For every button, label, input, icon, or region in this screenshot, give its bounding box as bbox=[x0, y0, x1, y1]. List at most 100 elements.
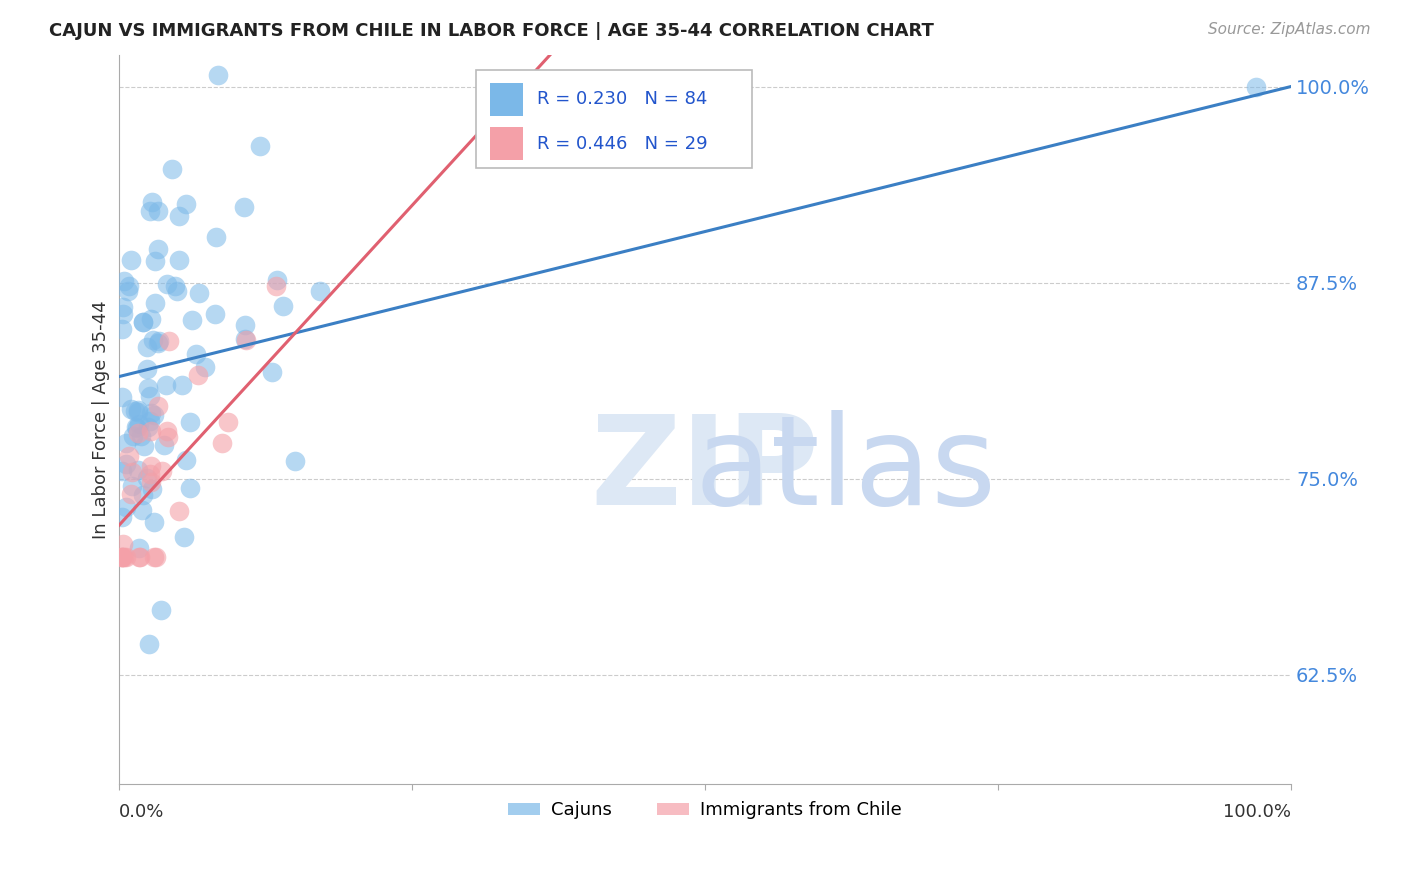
Point bbox=[156, 425, 179, 439]
Bar bbox=[491, 83, 523, 116]
Point bbox=[131, 503, 153, 517]
Point bbox=[156, 277, 179, 291]
Point bbox=[152, 464, 174, 478]
Point bbox=[233, 332, 256, 346]
Point bbox=[193, 360, 215, 375]
Point bbox=[143, 254, 166, 268]
Point bbox=[160, 161, 183, 176]
Point bbox=[115, 500, 138, 514]
Point bbox=[156, 430, 179, 444]
Point bbox=[152, 438, 174, 452]
Point bbox=[139, 424, 162, 438]
Point bbox=[120, 487, 142, 501]
Point bbox=[131, 315, 153, 329]
Point bbox=[1244, 79, 1267, 94]
Point bbox=[143, 408, 166, 422]
Point bbox=[121, 465, 143, 479]
Point bbox=[111, 537, 134, 551]
Bar bbox=[491, 128, 523, 160]
Point bbox=[127, 425, 149, 440]
Point bbox=[115, 436, 138, 450]
Text: 0.0%: 0.0% bbox=[118, 804, 165, 822]
Point bbox=[120, 253, 142, 268]
Point bbox=[111, 549, 134, 564]
Point bbox=[135, 340, 157, 354]
Point bbox=[136, 471, 159, 485]
Point bbox=[204, 307, 226, 321]
Point bbox=[141, 195, 163, 210]
Point bbox=[129, 428, 152, 442]
Point bbox=[139, 414, 162, 428]
Point bbox=[167, 504, 190, 518]
Point bbox=[111, 464, 134, 478]
Point bbox=[124, 404, 146, 418]
Point bbox=[149, 603, 172, 617]
Point bbox=[128, 549, 150, 564]
Text: Source: ZipAtlas.com: Source: ZipAtlas.com bbox=[1208, 22, 1371, 37]
Point bbox=[111, 510, 134, 524]
Point bbox=[309, 284, 332, 298]
Point bbox=[249, 139, 271, 153]
Point bbox=[127, 405, 149, 419]
Point bbox=[111, 549, 134, 564]
Point bbox=[148, 334, 170, 348]
Point bbox=[260, 365, 283, 379]
Point bbox=[166, 285, 188, 299]
Point bbox=[142, 515, 165, 529]
Point bbox=[167, 253, 190, 268]
Legend: Cajuns, Immigrants from Chile: Cajuns, Immigrants from Chile bbox=[501, 794, 910, 827]
Point bbox=[136, 362, 159, 376]
Point bbox=[157, 334, 180, 349]
Point bbox=[141, 458, 163, 473]
Point bbox=[128, 541, 150, 555]
Point bbox=[111, 307, 134, 321]
Point bbox=[205, 230, 228, 244]
Point bbox=[143, 549, 166, 564]
Point bbox=[112, 274, 135, 288]
Point bbox=[165, 278, 187, 293]
Point bbox=[136, 420, 159, 434]
Point bbox=[173, 530, 195, 544]
Point bbox=[125, 421, 148, 435]
Point bbox=[146, 400, 169, 414]
Text: ZIP: ZIP bbox=[591, 410, 820, 532]
Point bbox=[139, 467, 162, 481]
Point bbox=[145, 549, 167, 564]
Point bbox=[117, 449, 139, 463]
Point bbox=[141, 406, 163, 420]
Y-axis label: In Labor Force | Age 35-44: In Labor Force | Age 35-44 bbox=[93, 301, 110, 539]
Point bbox=[111, 322, 134, 336]
Point bbox=[146, 335, 169, 350]
Point bbox=[139, 389, 162, 403]
Point bbox=[264, 279, 287, 293]
Point bbox=[187, 368, 209, 383]
Point bbox=[176, 196, 198, 211]
Point bbox=[111, 391, 134, 405]
Point bbox=[136, 381, 159, 395]
Point bbox=[128, 417, 150, 432]
Point bbox=[235, 334, 257, 348]
Point bbox=[184, 347, 207, 361]
Point bbox=[174, 453, 197, 467]
Text: CAJUN VS IMMIGRANTS FROM CHILE IN LABOR FORCE | AGE 35-44 CORRELATION CHART: CAJUN VS IMMIGRANTS FROM CHILE IN LABOR … bbox=[49, 22, 934, 40]
Point bbox=[143, 296, 166, 310]
Point bbox=[127, 403, 149, 417]
Text: 100.0%: 100.0% bbox=[1223, 804, 1291, 822]
Point bbox=[129, 549, 152, 564]
Point bbox=[121, 479, 143, 493]
Point bbox=[211, 436, 233, 450]
Text: atlas: atlas bbox=[695, 410, 997, 532]
Point bbox=[284, 453, 307, 467]
Point bbox=[139, 204, 162, 219]
FancyBboxPatch shape bbox=[477, 70, 752, 169]
Point bbox=[142, 333, 165, 347]
Point bbox=[266, 273, 288, 287]
Point bbox=[111, 549, 134, 564]
Point bbox=[117, 284, 139, 298]
Point bbox=[132, 487, 155, 501]
Text: R = 0.230   N = 84: R = 0.230 N = 84 bbox=[537, 90, 707, 108]
Point bbox=[146, 203, 169, 218]
Point bbox=[232, 201, 254, 215]
Point bbox=[121, 428, 143, 442]
Point bbox=[170, 378, 193, 392]
